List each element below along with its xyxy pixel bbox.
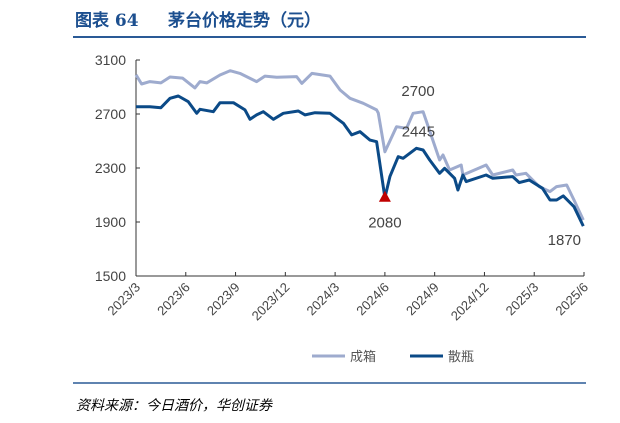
x-tick-label: 2024/6	[353, 280, 392, 319]
y-tick-label: 3100	[95, 52, 126, 68]
legend-label: 散瓶	[448, 349, 474, 364]
figure-label: 图表 64	[75, 10, 139, 31]
x-tick-label: 2024/12	[448, 280, 492, 324]
legend-label: 成箱	[350, 349, 376, 364]
data-label: 2445	[402, 123, 435, 140]
x-tick-label: 2024/3	[304, 280, 343, 319]
y-tick-label: 1900	[95, 214, 126, 230]
y-tick-label: 2700	[95, 106, 126, 122]
data-label: 2080	[368, 215, 401, 232]
y-tick-label: 1500	[95, 268, 126, 284]
x-tick-label: 2023/9	[204, 280, 243, 319]
x-tick-label: 2023/12	[249, 280, 293, 324]
y-tick-label: 2300	[95, 160, 126, 176]
data-label: 2700	[401, 83, 434, 100]
series-line-box	[134, 69, 585, 221]
series-line-bottle	[136, 94, 585, 227]
x-tick-label: 2024/9	[403, 280, 442, 319]
x-tick-label: 2025/3	[503, 280, 542, 319]
x-tick-label: 2025/6	[552, 280, 591, 319]
data-label: 1870	[548, 232, 581, 249]
low-point-marker	[378, 190, 391, 202]
x-tick-label: 2023/6	[154, 280, 193, 319]
x-tick-label: 2023/3	[104, 280, 143, 319]
chart-title: 茅台价格走势（元）	[168, 10, 321, 31]
legend: 成箱 散瓶	[312, 349, 474, 364]
source-note: 资料来源：今日酒价，华创证券	[76, 398, 273, 414]
